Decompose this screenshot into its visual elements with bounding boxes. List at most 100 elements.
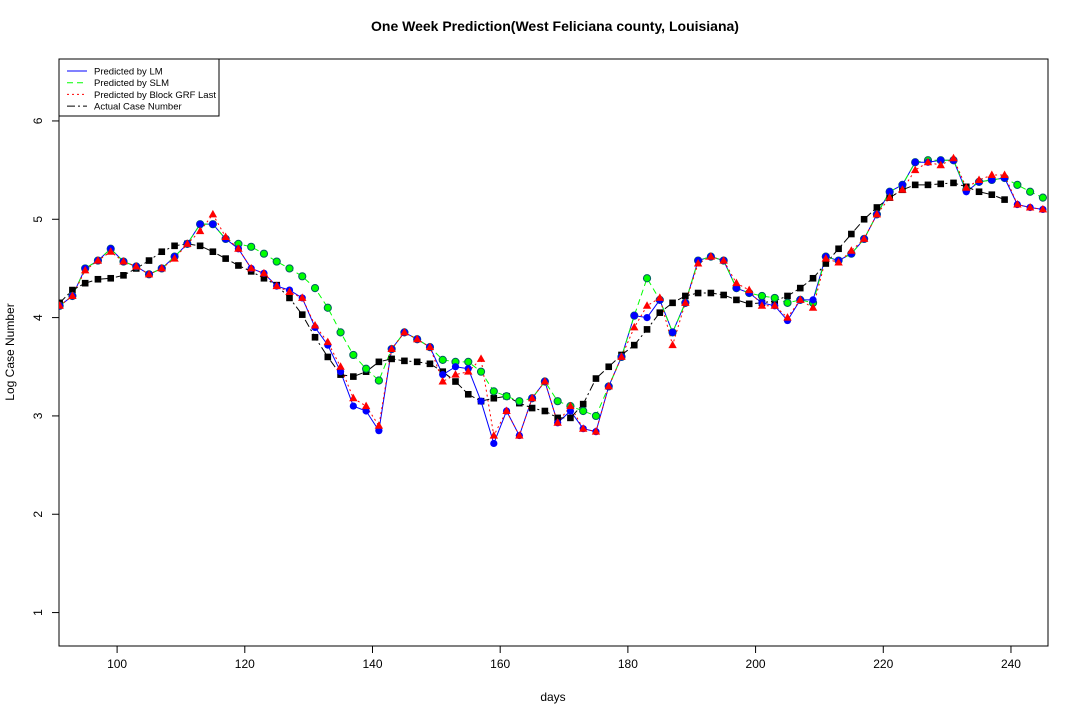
- grf-point: [770, 301, 779, 309]
- grf-point: [259, 268, 269, 277]
- grf-point: [195, 226, 205, 235]
- lm-point: [630, 312, 638, 320]
- actual-point: [643, 326, 651, 333]
- actual-point: [733, 296, 740, 304]
- series-line: [59, 157, 1043, 438]
- actual-point: [835, 245, 842, 253]
- grf-point: [106, 247, 115, 255]
- grf-point: [859, 234, 869, 242]
- actual-point: [707, 289, 715, 297]
- grf-point: [566, 401, 575, 410]
- actual-point: [682, 292, 689, 300]
- lm-point: [911, 158, 919, 166]
- grf-point: [808, 303, 818, 311]
- grf-point: [553, 418, 562, 426]
- actual-point: [656, 309, 664, 316]
- slm-point: [757, 291, 767, 301]
- actual-point: [720, 291, 727, 299]
- x-tick-label: 120: [235, 657, 255, 671]
- actual-point: [950, 179, 957, 187]
- actual-point: [81, 279, 89, 287]
- actual-point: [120, 272, 127, 279]
- grf-point: [642, 301, 652, 309]
- actual-point: [145, 257, 153, 264]
- grf-point: [821, 254, 831, 262]
- grf-point: [936, 160, 945, 169]
- actual-point: [975, 188, 983, 196]
- grf-point: [68, 291, 77, 299]
- lm-point: [668, 328, 677, 336]
- actual-point: [937, 180, 945, 188]
- lm-point: [643, 313, 651, 322]
- actual-point: [69, 286, 76, 294]
- grf-point: [604, 381, 613, 390]
- grf-point: [757, 301, 767, 309]
- grf-point: [847, 246, 856, 254]
- actual-point: [924, 181, 932, 189]
- lm-point: [898, 181, 907, 189]
- slm-point: [259, 249, 269, 258]
- x-tick-label: 140: [362, 657, 382, 671]
- actual-point: [222, 255, 229, 262]
- grf-point: [246, 263, 256, 272]
- grf-point: [208, 209, 218, 218]
- grf-point: [719, 256, 728, 264]
- grf-point: [591, 427, 601, 435]
- grf-point: [400, 327, 409, 336]
- y-tick-label: 5: [31, 216, 45, 223]
- y-tick-label: 3: [31, 412, 45, 419]
- actual-point: [286, 294, 293, 302]
- grf-point: [744, 285, 754, 294]
- actual-point: [567, 414, 574, 422]
- actual-point: [324, 353, 332, 361]
- grf-point: [361, 401, 371, 410]
- grf-point: [132, 261, 141, 270]
- legend-label: Actual Case Number: [94, 102, 182, 113]
- actual-point: [452, 378, 459, 385]
- slm-point: [438, 355, 447, 364]
- grf-point: [144, 269, 154, 278]
- actual-point: [669, 299, 676, 307]
- grf-point: [298, 293, 307, 301]
- lm-point: [336, 368, 345, 376]
- actual-point: [413, 358, 421, 366]
- grf-point: [668, 340, 677, 349]
- lm-point: [886, 188, 894, 196]
- grf-point: [285, 287, 294, 296]
- slm-point: [489, 387, 498, 396]
- lm-point: [490, 439, 498, 448]
- actual-point: [745, 300, 753, 308]
- lm-point: [196, 220, 204, 228]
- grf-point: [617, 352, 626, 360]
- y-tick-label: 1: [31, 609, 45, 616]
- lm-point: [988, 176, 996, 184]
- x-tick-label: 200: [746, 657, 766, 671]
- slm-point: [1038, 193, 1047, 202]
- legend-label: Predicted by Block GRF Last: [94, 90, 216, 101]
- slm-point: [579, 406, 588, 416]
- actual-point: [541, 407, 549, 415]
- grf-point: [527, 393, 537, 402]
- slm-point: [323, 303, 332, 312]
- grf-point: [898, 185, 907, 193]
- x-tick-label: 240: [1001, 657, 1021, 671]
- lm-point: [375, 427, 383, 435]
- plot-area: [59, 153, 1048, 448]
- slm-point: [349, 350, 358, 360]
- actual-point: [260, 274, 268, 282]
- grf-point: [834, 258, 843, 266]
- lm-point: [349, 402, 357, 410]
- grf-point: [923, 157, 933, 166]
- slm-point: [642, 274, 652, 283]
- grf-point: [170, 254, 179, 262]
- grf-point: [783, 313, 792, 321]
- slm-point: [515, 397, 524, 406]
- grf-point: [438, 377, 447, 385]
- actual-point: [554, 414, 561, 422]
- actual-point: [401, 357, 408, 365]
- actual-point: [605, 363, 613, 371]
- actual-point: [579, 400, 587, 408]
- actual-point: [311, 333, 319, 341]
- slm-point: [285, 264, 294, 273]
- grf-point: [272, 281, 281, 290]
